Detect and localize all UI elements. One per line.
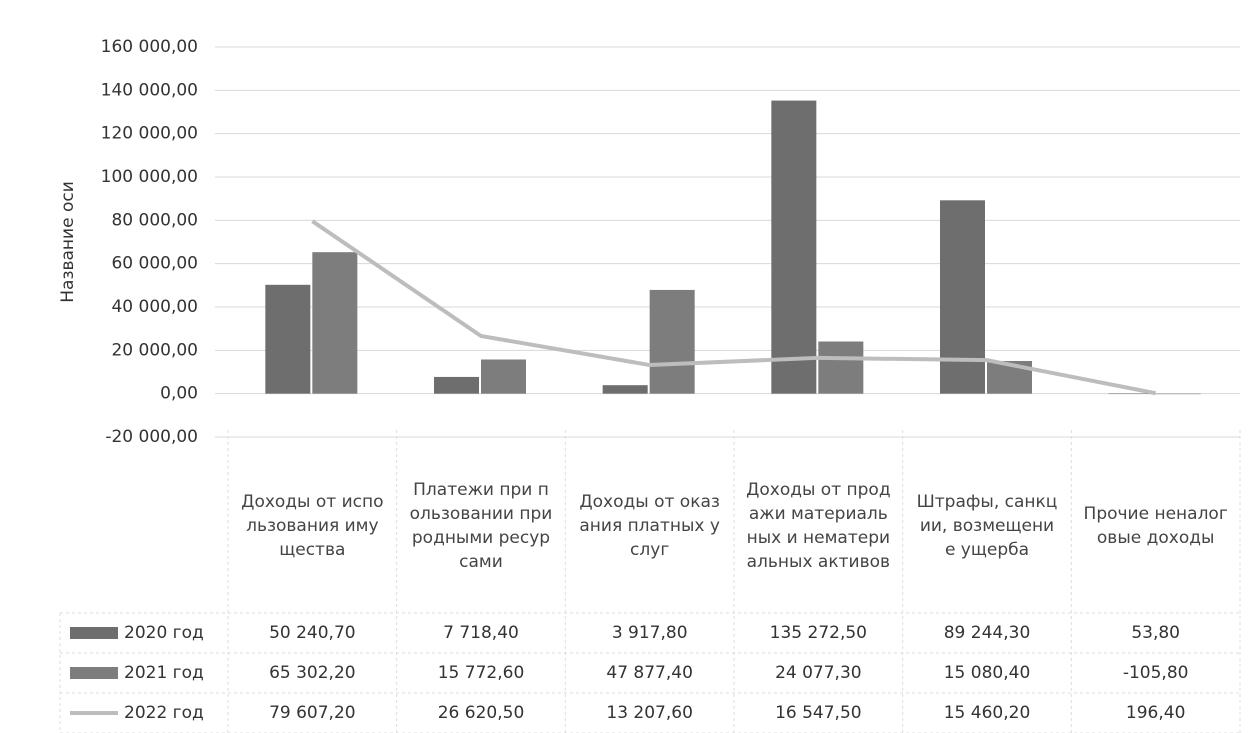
bar bbox=[771, 100, 817, 394]
category-cell: Доходы от использования имущества bbox=[241, 492, 384, 560]
table-value: 47 877,40 bbox=[606, 663, 693, 683]
legend-label: 2020 год bbox=[124, 623, 204, 643]
y-tick-label: 20 000,00 bbox=[111, 340, 198, 360]
table-value: 3 917,80 bbox=[612, 623, 688, 643]
bar bbox=[312, 252, 358, 394]
category-cell: Прочие неналоговые доходы bbox=[1083, 504, 1228, 548]
bar bbox=[1155, 393, 1201, 395]
y-axis-label: Название оси bbox=[58, 181, 78, 303]
bar bbox=[434, 376, 479, 394]
y-tick-label: 80 000,00 bbox=[111, 210, 198, 230]
table-value: 15 080,40 bbox=[944, 663, 1031, 683]
x-tick-label: Платежи при пользовании природными ресур… bbox=[409, 480, 553, 572]
bar bbox=[818, 341, 864, 394]
table-value: 26 620,50 bbox=[438, 703, 525, 723]
category-cell: Доходы от оказания платных услуг bbox=[579, 492, 720, 560]
table-value: 24 077,30 bbox=[775, 663, 862, 683]
y-tick-label: 100 000,00 bbox=[101, 167, 198, 187]
y-tick-label: -20 000,00 bbox=[105, 427, 198, 447]
x-tick-label: Доходы от оказания платных услуг bbox=[579, 492, 720, 560]
table-value: 50 240,70 bbox=[269, 623, 356, 643]
legend-label: 2021 год bbox=[124, 663, 204, 683]
x-tick-label: Доходы от использования имущества bbox=[241, 492, 384, 560]
bar bbox=[649, 289, 695, 394]
table-value: 15 772,60 bbox=[438, 663, 525, 683]
legend-label: 2022 год bbox=[124, 703, 204, 723]
y-tick-label: 140 000,00 bbox=[101, 80, 198, 100]
bar bbox=[1108, 393, 1154, 395]
legend-swatch bbox=[70, 667, 118, 679]
line bbox=[311, 219, 1157, 396]
bar bbox=[940, 200, 985, 394]
table-value: 89 244,30 bbox=[944, 623, 1031, 643]
bar bbox=[265, 284, 311, 394]
bar bbox=[602, 385, 648, 394]
y-tick-label: 120 000,00 bbox=[101, 124, 198, 144]
table-value: 13 207,60 bbox=[606, 703, 693, 723]
table-value: 16 547,50 bbox=[775, 703, 862, 723]
legend-swatch bbox=[70, 627, 118, 639]
y-tick-label: 0,00 bbox=[160, 384, 198, 404]
table-value: 7 718,40 bbox=[443, 623, 519, 643]
table-value: 196,40 bbox=[1126, 703, 1185, 723]
y-tick-label: 40 000,00 bbox=[111, 297, 198, 317]
table-value: 79 607,20 bbox=[269, 703, 356, 723]
x-tick-label: Штрафы, санкции, возмещение ущерба bbox=[916, 492, 1058, 560]
category-cell: Платежи при пользовании природными ресур… bbox=[409, 480, 553, 572]
y-tick-label: 60 000,00 bbox=[111, 254, 198, 274]
table-value: 135 272,50 bbox=[770, 623, 867, 643]
table-value: 15 460,20 bbox=[944, 703, 1031, 723]
bar bbox=[481, 359, 526, 394]
y-tick-label: 160 000,00 bbox=[101, 37, 198, 57]
category-cell: Штрафы, санкции, возмещение ущерба bbox=[916, 492, 1058, 560]
x-tick-label: Прочие неналоговые доходы bbox=[1083, 504, 1228, 548]
category-cell: Доходы от продажи материальных и нематер… bbox=[746, 480, 891, 572]
table-value: 65 302,20 bbox=[269, 663, 356, 683]
table-value: 53,80 bbox=[1131, 623, 1180, 643]
x-tick-label: Доходы от продажи материальных и нематер… bbox=[746, 480, 891, 572]
table-value: -105,80 bbox=[1123, 663, 1189, 683]
